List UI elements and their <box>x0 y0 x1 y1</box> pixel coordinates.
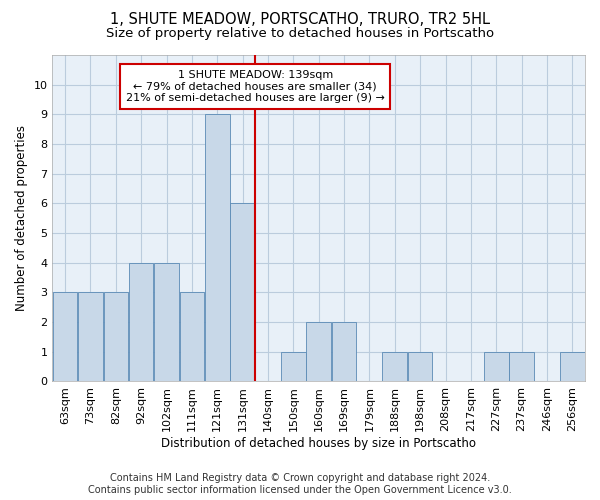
Bar <box>484 352 509 382</box>
Text: Contains HM Land Registry data © Crown copyright and database right 2024.
Contai: Contains HM Land Registry data © Crown c… <box>88 474 512 495</box>
Bar <box>332 322 356 382</box>
Bar <box>179 292 204 382</box>
X-axis label: Distribution of detached houses by size in Portscatho: Distribution of detached houses by size … <box>161 437 476 450</box>
Bar <box>129 262 154 382</box>
Bar <box>104 292 128 382</box>
Text: 1 SHUTE MEADOW: 139sqm
← 79% of detached houses are smaller (34)
21% of semi-det: 1 SHUTE MEADOW: 139sqm ← 79% of detached… <box>126 70 385 103</box>
Bar <box>53 292 77 382</box>
Bar <box>205 114 230 382</box>
Bar <box>307 322 331 382</box>
Bar <box>281 352 305 382</box>
Bar <box>154 262 179 382</box>
Bar <box>509 352 534 382</box>
Bar <box>230 204 255 382</box>
Text: Size of property relative to detached houses in Portscatho: Size of property relative to detached ho… <box>106 28 494 40</box>
Bar <box>560 352 584 382</box>
Bar <box>382 352 407 382</box>
Bar <box>408 352 433 382</box>
Y-axis label: Number of detached properties: Number of detached properties <box>15 125 28 311</box>
Bar <box>78 292 103 382</box>
Text: 1, SHUTE MEADOW, PORTSCATHO, TRURO, TR2 5HL: 1, SHUTE MEADOW, PORTSCATHO, TRURO, TR2 … <box>110 12 490 28</box>
